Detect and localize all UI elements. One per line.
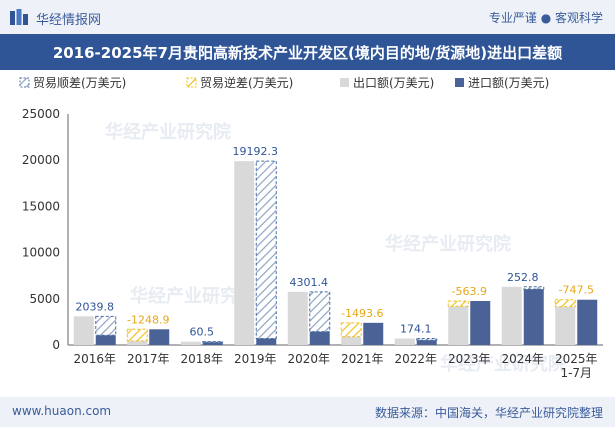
- legend-swatch-deficit: [186, 77, 197, 88]
- import-bar: [256, 338, 277, 345]
- deficit-bar: [554, 299, 576, 308]
- legend-swatch-surplus: [19, 77, 30, 88]
- legend-label: 出口额(万美元): [353, 76, 434, 90]
- export-bar: [287, 291, 308, 345]
- import-bar: [95, 335, 116, 345]
- legend-swatch-export: [340, 78, 349, 87]
- footer-url: www.huaon.com: [12, 404, 112, 418]
- legend-label: 进口额(万美元): [468, 76, 549, 90]
- export-bar: [394, 338, 415, 345]
- balance-label: 2039.8: [76, 300, 115, 313]
- import-bar: [416, 340, 437, 345]
- import-bar: [202, 342, 223, 345]
- surplus-bar: [202, 341, 224, 343]
- x-tick-label: 2023年: [448, 352, 491, 366]
- balance-label: 60.5: [190, 326, 215, 339]
- top-bar: 华经情报网 专业严谨 ● 客观科学: [0, 0, 615, 34]
- balance-label: 252.8: [507, 271, 539, 284]
- export-bar: [448, 306, 469, 345]
- import-bar: [470, 301, 491, 345]
- balance-label: 174.1: [400, 323, 432, 336]
- import-bar: [523, 289, 544, 345]
- balance-label: -563.9: [452, 285, 487, 298]
- import-bar: [577, 299, 598, 345]
- export-bar: [341, 336, 362, 345]
- watermark-text: 华经产业研究院: [130, 285, 256, 307]
- import-bar: [363, 322, 384, 345]
- deficit-bar: [126, 328, 148, 342]
- export-bar: [127, 340, 148, 345]
- surplus-bar: [95, 315, 117, 336]
- export-bar: [555, 306, 576, 345]
- x-tick-label: 2016年: [73, 352, 116, 366]
- surplus-bar: [255, 160, 277, 339]
- balance-label: 4301.4: [290, 276, 329, 289]
- balance-label: 19192.3: [233, 145, 279, 158]
- title-bar: 2016-2025年7月贵阳高新技术产业开发区(境内目的地/货源地)进出口差额: [0, 34, 615, 70]
- slogan: 专业严谨 ● 客观科学: [488, 11, 603, 25]
- footer-bar: www.huaon.com 数据来源：中国海关，华经产业研究院整理: [0, 397, 615, 427]
- export-bar: [501, 286, 522, 345]
- legend-swatch-import: [455, 78, 464, 87]
- deficit-bar: [447, 300, 469, 307]
- surplus-bar: [309, 291, 331, 333]
- deficit-bar: [340, 322, 362, 338]
- x-tick-label: 2021年: [341, 352, 384, 366]
- watermark-text: 华经产业研究院: [105, 121, 231, 143]
- x-tick-label: 2024年: [501, 352, 544, 366]
- y-tick-label: 0: [52, 338, 60, 352]
- data-source: 数据来源：中国海关，华经产业研究院整理: [374, 406, 603, 420]
- x-tick-label: 2018年: [180, 352, 223, 366]
- site-name: 华经情报网: [36, 13, 102, 28]
- y-tick-label: 25000: [22, 107, 60, 121]
- x-tick-label: 2020年: [287, 352, 330, 366]
- watermark-text: 华经产业研究院: [440, 353, 566, 375]
- x-tick-label: 2017年: [127, 352, 170, 366]
- chart-title: 2016-2025年7月贵阳高新技术产业开发区(境内目的地/货源地)进出口差额: [52, 44, 563, 62]
- import-bar: [149, 329, 170, 345]
- export-bar: [73, 316, 94, 345]
- x-tick-label: 2019年: [234, 352, 277, 366]
- logo-icon: [10, 9, 28, 25]
- balance-label: -747.5: [559, 284, 594, 297]
- surplus-bar: [416, 338, 438, 341]
- x-tick-label: 1-7月: [560, 366, 592, 380]
- legend-label: 贸易逆差(万美元): [200, 75, 293, 90]
- x-tick-label: 2025年: [555, 352, 598, 366]
- legend-label: 贸易顺差(万美元): [33, 76, 126, 90]
- y-tick-label: 5000: [29, 292, 60, 306]
- x-tick-label: 2022年: [394, 352, 437, 366]
- balance-label: -1248.9: [127, 313, 169, 326]
- y-tick-label: 15000: [22, 199, 60, 213]
- export-bar: [180, 341, 201, 345]
- y-tick-label: 10000: [22, 246, 60, 260]
- watermark-text: 华经产业研究院: [385, 233, 511, 255]
- y-tick-label: 20000: [22, 153, 60, 167]
- import-bar: [309, 331, 330, 345]
- balance-label: -1493.6: [341, 307, 383, 320]
- export-bar: [234, 161, 255, 345]
- surplus-bar: [523, 286, 545, 290]
